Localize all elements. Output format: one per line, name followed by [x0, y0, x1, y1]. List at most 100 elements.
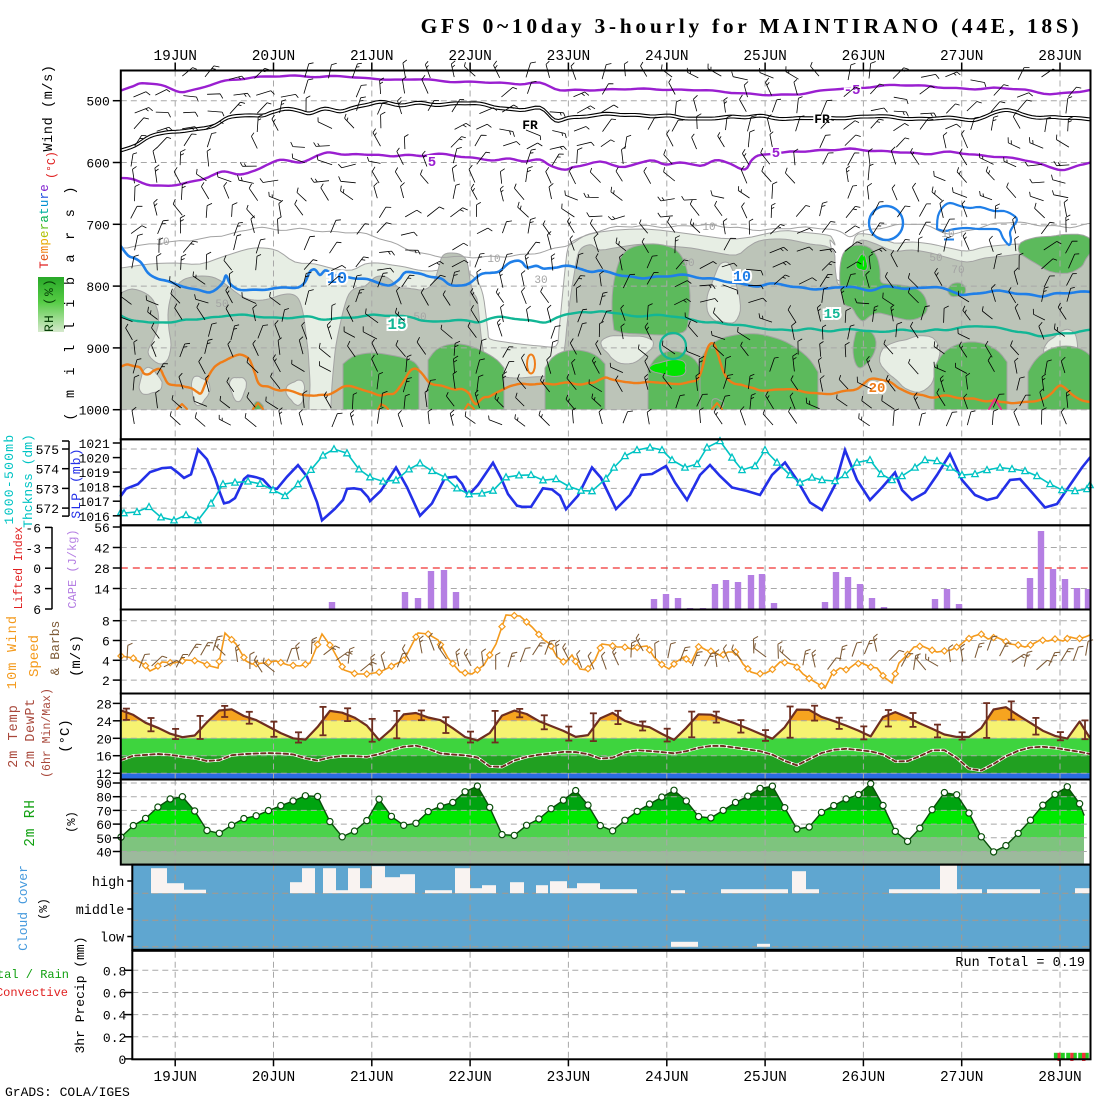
svg-text:3hr Precip (mm): 3hr Precip (mm) — [73, 936, 88, 1053]
svg-text:40: 40 — [96, 846, 112, 861]
svg-text:(6hr Min/Max): (6hr Min/Max) — [41, 688, 54, 778]
svg-text:23JUN: 23JUN — [547, 1070, 591, 1086]
svg-text:e: e — [38, 254, 52, 262]
svg-text:22JUN: 22JUN — [448, 1070, 492, 1086]
svg-text:Cloud Cover: Cloud Cover — [16, 865, 31, 951]
svg-text:e: e — [38, 184, 52, 192]
svg-text:1021: 1021 — [79, 437, 110, 452]
svg-text:3: 3 — [33, 583, 41, 598]
svg-text:-5: -5 — [844, 83, 861, 99]
svg-text:50: 50 — [96, 832, 112, 847]
svg-text:0: 0 — [33, 562, 41, 577]
svg-text:24: 24 — [96, 715, 112, 730]
svg-text:15: 15 — [824, 307, 841, 323]
svg-text:28JUN: 28JUN — [1038, 1070, 1082, 1086]
svg-text:6: 6 — [33, 603, 41, 618]
svg-text:25JUN: 25JUN — [743, 1070, 787, 1086]
svg-text:Thcknss (dm): Thcknss (dm) — [21, 434, 36, 528]
svg-text:575: 575 — [36, 443, 59, 458]
svg-text:19JUN: 19JUN — [153, 49, 197, 65]
svg-text:28: 28 — [94, 562, 110, 577]
svg-text:SLP (mb): SLP (mb) — [69, 447, 84, 518]
svg-text:FR: FR — [522, 118, 538, 133]
svg-text:20JUN: 20JUN — [252, 1070, 296, 1086]
svg-text:27JUN: 27JUN — [940, 1070, 984, 1086]
svg-text:-6: -6 — [25, 521, 41, 536]
svg-text:2m Temp: 2m Temp — [7, 704, 22, 768]
svg-text:15: 15 — [824, 307, 841, 323]
svg-text:10: 10 — [156, 237, 169, 249]
svg-text:14: 14 — [94, 583, 110, 598]
svg-text:20: 20 — [869, 381, 886, 397]
svg-text:0.2: 0.2 — [103, 1031, 126, 1046]
svg-text:0.4: 0.4 — [103, 1009, 127, 1024]
svg-text:20JUN: 20JUN — [252, 49, 296, 65]
svg-text:600: 600 — [86, 157, 109, 172]
svg-text:5: 5 — [428, 155, 436, 171]
svg-text:60: 60 — [96, 818, 112, 833]
svg-text:21JUN: 21JUN — [350, 1070, 394, 1086]
svg-text:28: 28 — [96, 697, 112, 712]
svg-text:CAPE (J/kg): CAPE (J/kg) — [66, 529, 80, 608]
svg-text:0.6: 0.6 — [103, 987, 126, 1002]
svg-text:50: 50 — [681, 258, 694, 270]
svg-text:0: 0 — [118, 1053, 126, 1068]
svg-text:70: 70 — [951, 265, 964, 277]
svg-text:p: p — [38, 238, 52, 246]
svg-text:t: t — [38, 207, 52, 215]
svg-text:30: 30 — [534, 275, 547, 287]
svg-text:(%): (%) — [37, 898, 51, 920]
svg-text:10m Wind: 10m Wind — [6, 615, 21, 689]
svg-text:2m DewPt: 2m DewPt — [24, 698, 39, 768]
svg-text:10: 10 — [702, 222, 715, 234]
svg-text:42: 42 — [94, 542, 110, 557]
svg-text:19JUN: 19JUN — [153, 1070, 197, 1086]
svg-text:20: 20 — [869, 381, 886, 397]
svg-text:u: u — [38, 200, 52, 208]
svg-text:900: 900 — [86, 342, 109, 357]
svg-text:RH (%): RH (%) — [42, 278, 57, 332]
svg-text:Wind (m/s): Wind (m/s) — [42, 64, 57, 151]
svg-text:574: 574 — [36, 463, 60, 478]
svg-text:8: 8 — [102, 615, 110, 630]
svg-text:6: 6 — [102, 635, 110, 650]
svg-text:m: m — [38, 246, 52, 254]
svg-text:24JUN: 24JUN — [645, 1070, 689, 1086]
svg-text:10: 10 — [733, 269, 751, 286]
svg-text:& Barbs: & Barbs — [48, 621, 63, 676]
svg-text:26JUN: 26JUN — [842, 1070, 886, 1086]
svg-text:5: 5 — [428, 155, 436, 171]
svg-text:-3: -3 — [25, 542, 41, 557]
svg-text:FR: FR — [814, 112, 830, 127]
svg-text:Speed: Speed — [27, 635, 43, 677]
svg-text:24JUN: 24JUN — [645, 49, 689, 65]
svg-text:GrADS: COLA/IGES: GrADS: COLA/IGES — [5, 1085, 130, 1100]
svg-text:(°C): (°C) — [58, 719, 74, 753]
svg-text:10: 10 — [733, 269, 751, 286]
svg-text:27JUN: 27JUN — [940, 49, 984, 65]
svg-text:10: 10 — [327, 270, 347, 289]
svg-text:26JUN: 26JUN — [842, 49, 886, 65]
svg-text:(°C): (°C) — [46, 151, 59, 179]
svg-text:12: 12 — [96, 767, 112, 782]
svg-text:Convective: Convective — [0, 986, 68, 1000]
svg-text:1019: 1019 — [79, 466, 110, 481]
svg-text:1000: 1000 — [79, 404, 110, 419]
svg-text:(m/s): (m/s) — [69, 635, 85, 677]
svg-text:1018: 1018 — [79, 481, 110, 496]
svg-text:r: r — [38, 192, 52, 200]
svg-text:70: 70 — [96, 804, 112, 819]
svg-text:56: 56 — [94, 521, 110, 536]
svg-text:1000-500mb: 1000-500mb — [2, 433, 17, 524]
svg-text:4: 4 — [102, 654, 110, 669]
svg-text:Lifted Index: Lifted Index — [13, 527, 26, 610]
svg-text:low: low — [100, 932, 124, 947]
svg-text:10: 10 — [941, 229, 954, 241]
svg-text:22JUN: 22JUN — [448, 49, 492, 65]
svg-text:5: 5 — [772, 146, 780, 162]
svg-text:20: 20 — [96, 732, 112, 747]
svg-text:573: 573 — [36, 482, 59, 497]
svg-text:25JUN: 25JUN — [743, 49, 787, 65]
svg-text:1020: 1020 — [79, 452, 110, 467]
svg-text:28JUN: 28JUN — [1038, 49, 1082, 65]
